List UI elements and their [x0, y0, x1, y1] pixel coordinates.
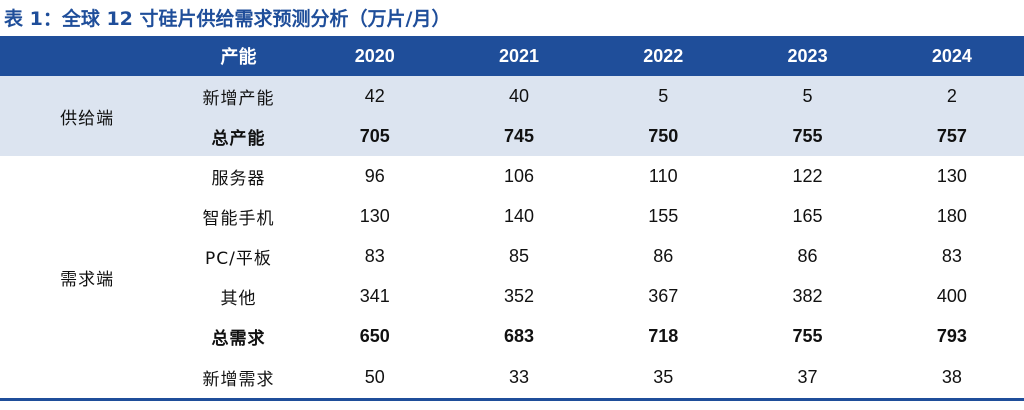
value-cell: 382 — [792, 285, 823, 306]
value-cell: 755 — [792, 325, 823, 346]
value-cell: 40 — [508, 85, 530, 106]
value-cell: 83 — [364, 245, 385, 266]
value-cell: 750 — [648, 125, 679, 146]
header-year-2022: 2022 — [643, 45, 684, 66]
demand-section: 需求端 服务器 96 106 110 122 130 智能手机 130 140 … — [0, 156, 1024, 398]
value-cell: 5 — [658, 85, 669, 106]
value-cell: 86 — [797, 245, 818, 266]
header-year-2021: 2021 — [498, 45, 540, 66]
value-cell: 650 — [359, 325, 390, 346]
value-cell: 33 — [508, 366, 530, 387]
value-cell: 5 — [802, 85, 813, 106]
value-cell: 130 — [359, 205, 390, 226]
value-cell: 683 — [503, 325, 535, 346]
header-year-2024: 2024 — [931, 45, 972, 66]
header-group-cell — [0, 36, 174, 76]
table-row: 需求端 服务器 96 106 110 122 130 — [0, 156, 1024, 290]
supply-section: 供给端 新增产能 42 40 5 5 2 总产能 705 745 750 755… — [0, 76, 1024, 156]
value-cell: 341 — [359, 285, 390, 306]
header-item-label: 产能 — [220, 47, 257, 68]
value-cell: 106 — [503, 165, 535, 186]
table-title: 表 1：全球 12 寸硅片供给需求预测分析（万片/月） — [4, 8, 451, 30]
row-label: 服务器 — [211, 168, 266, 189]
table-bottom-rule — [0, 398, 1024, 401]
value-cell: 130 — [936, 165, 967, 186]
value-cell: 110 — [648, 165, 678, 186]
header-year-2023: 2023 — [787, 45, 828, 66]
value-cell: 757 — [936, 125, 967, 146]
value-cell: 42 — [364, 85, 385, 106]
value-cell: 155 — [648, 205, 679, 226]
value-cell: 793 — [936, 325, 967, 346]
value-cell: 122 — [792, 165, 823, 186]
row-label: PC/平板 — [205, 248, 272, 269]
value-cell: 96 — [364, 165, 385, 186]
value-cell: 85 — [508, 245, 530, 266]
header-row: 产能 2020 2021 2022 2023 2024 — [0, 36, 1024, 76]
table-row: 供给端 新增产能 42 40 5 5 2 — [0, 76, 1024, 129]
forecast-table: 产能 2020 2021 2022 2023 2024 供给端 新增产能 42 … — [0, 36, 1024, 398]
value-cell: 755 — [792, 125, 823, 146]
value-cell: 83 — [941, 245, 962, 266]
value-cell: 400 — [936, 285, 967, 306]
value-cell: 50 — [364, 366, 385, 387]
value-cell: 35 — [653, 366, 674, 387]
row-label: 智能手机 — [202, 208, 275, 229]
value-cell: 38 — [941, 366, 962, 387]
value-cell: 367 — [648, 285, 679, 306]
demand-group-label: 需求端 — [60, 269, 115, 290]
row-label: 总需求 — [211, 328, 266, 349]
value-cell: 37 — [797, 366, 818, 387]
value-cell: 165 — [792, 205, 823, 226]
value-cell: 352 — [503, 285, 535, 306]
value-cell: 86 — [653, 245, 674, 266]
row-label: 总产能 — [211, 128, 266, 149]
value-cell: 718 — [648, 325, 679, 346]
supply-group-label: 供给端 — [60, 108, 115, 129]
value-cell: 2 — [946, 85, 957, 106]
row-label: 其他 — [220, 288, 257, 309]
value-cell: 705 — [359, 125, 390, 146]
row-label: 新增需求 — [202, 369, 275, 390]
row-label: 新增产能 — [202, 88, 275, 109]
value-cell: 745 — [503, 125, 535, 146]
value-cell: 180 — [936, 205, 967, 226]
value-cell: 140 — [503, 205, 535, 226]
header-year-2020: 2020 — [354, 45, 395, 66]
